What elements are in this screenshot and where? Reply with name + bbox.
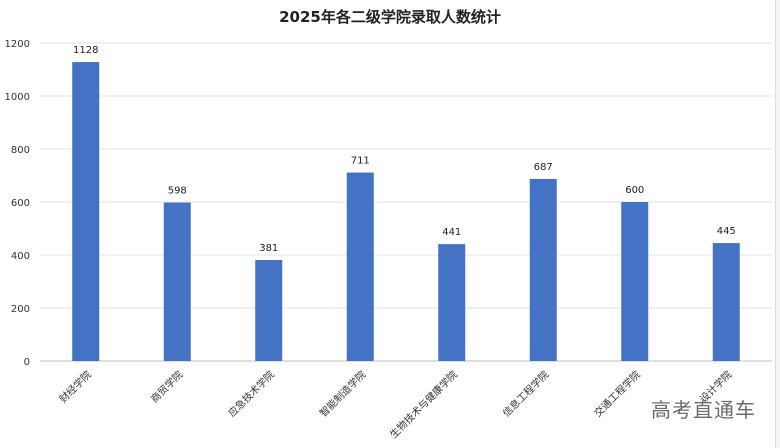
y-tick-label: 800: [11, 145, 30, 156]
window-edge: [775, 0, 780, 448]
bar: [346, 172, 374, 361]
bar: [72, 62, 100, 361]
data-label: 711: [351, 156, 370, 167]
x-tick-label: 信息工程学院: [500, 368, 552, 420]
data-label: 1128: [73, 45, 98, 56]
y-tick-label: 1000: [5, 92, 30, 103]
x-tick-label: 生物技术与健康学院: [387, 368, 460, 441]
bar: [621, 202, 649, 361]
x-tick-label: 财经学院: [56, 368, 93, 405]
x-tick-label: 应急技术学院: [225, 368, 277, 420]
y-tick-label: 0: [24, 357, 30, 368]
bar: [529, 178, 557, 361]
x-tick-label: 商贸学院: [148, 368, 185, 405]
y-tick-label: 1200: [5, 39, 30, 50]
data-label: 687: [534, 162, 553, 173]
bar: [163, 202, 191, 361]
x-tick-label: 交通工程学院: [591, 368, 643, 420]
chart-title: 2025年各二级学院录取人数统计: [279, 8, 501, 26]
x-tick-label: 智能制造学院: [317, 368, 369, 420]
watermark-text: 高考直通车: [651, 398, 756, 422]
bar: [712, 243, 740, 361]
data-label: 600: [625, 185, 644, 196]
data-label: 441: [442, 227, 461, 238]
data-label: 381: [259, 243, 278, 254]
y-tick-label: 200: [11, 304, 30, 315]
data-label: 445: [717, 226, 736, 237]
y-tick-label: 600: [11, 198, 30, 209]
bar: [255, 260, 283, 361]
data-label: 598: [168, 186, 187, 197]
bar: [438, 244, 466, 361]
y-tick-label: 400: [11, 251, 30, 262]
